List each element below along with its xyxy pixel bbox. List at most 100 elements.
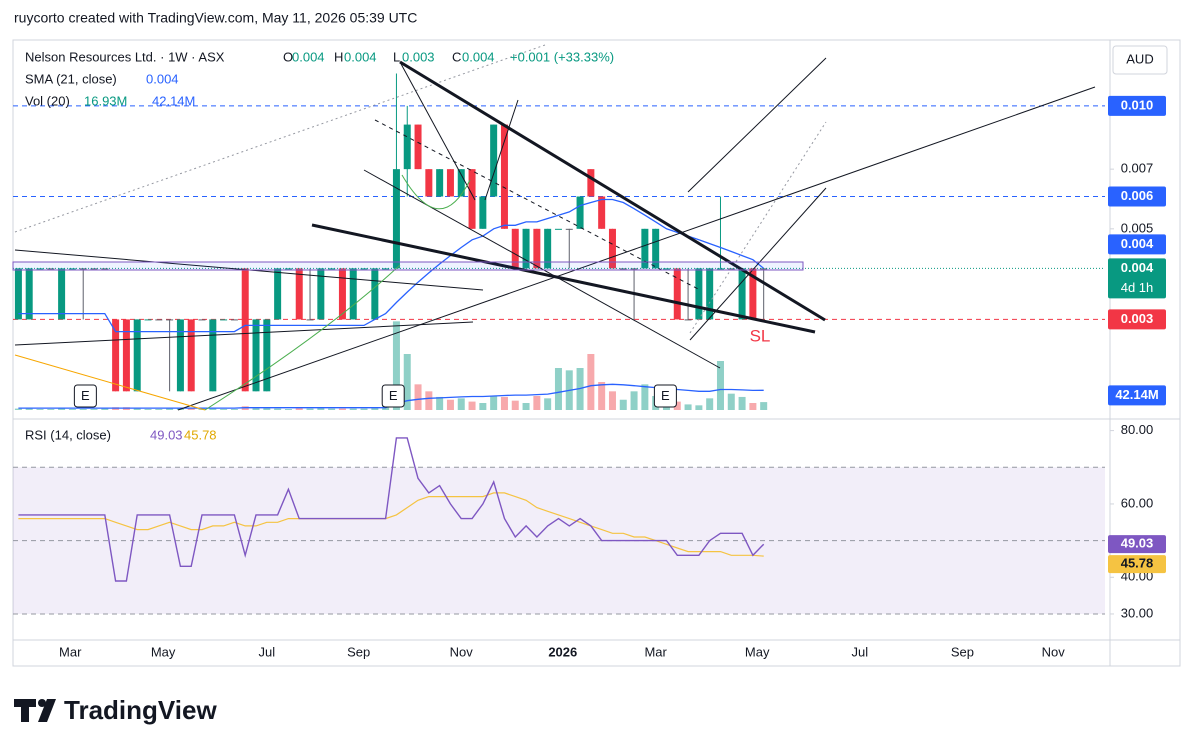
volume-bar (760, 402, 768, 410)
trendline (689, 187, 827, 341)
volume-bar (263, 408, 271, 410)
ohlc-value: 0.003 (402, 49, 435, 64)
drawings (12, 44, 1096, 411)
candle-body (338, 268, 346, 320)
candle-body (468, 169, 476, 229)
volume-bar (328, 408, 336, 410)
volume-bar (446, 399, 454, 410)
volume-bar (425, 391, 433, 410)
candle-body (414, 124, 422, 170)
trendline (399, 61, 476, 201)
rsi-ma-line (18, 492, 764, 557)
candle-body (284, 268, 292, 270)
candle-body (706, 268, 714, 320)
volume-bar (306, 408, 314, 410)
volume-bar (187, 407, 195, 410)
candle-body (500, 124, 508, 229)
trendline (14, 321, 474, 346)
rsi-legend: RSI (14, close) (25, 427, 111, 442)
candle-body (533, 228, 541, 269)
volume-bar (284, 409, 292, 410)
brand: TradingView (64, 695, 217, 725)
countdown: 4d 1h (1121, 280, 1154, 295)
volume-bar (25, 408, 33, 410)
candle-body (446, 169, 454, 197)
candle-body (457, 169, 465, 197)
ohlc-label: H (334, 49, 343, 64)
volume-bar (641, 384, 649, 410)
ohlc-label: C (452, 49, 461, 64)
candle-body (79, 268, 87, 270)
candle-body (295, 268, 303, 320)
volume-ma-label-box (1108, 385, 1166, 406)
candle-body (403, 124, 411, 170)
volume-bar (619, 399, 627, 410)
x-tick-label: May (745, 644, 770, 659)
volume-bar (673, 401, 681, 410)
volume-bar (598, 382, 606, 410)
event-label: E (81, 388, 90, 403)
trendline (177, 86, 1096, 411)
candle-body (695, 268, 703, 320)
volume-bar (533, 396, 541, 410)
candle-body (587, 169, 595, 197)
candle-body (652, 228, 660, 269)
candle-body (608, 228, 616, 269)
candle-body (306, 319, 314, 321)
rsi-ma-value: 45.78 (184, 427, 217, 442)
event-box (653, 384, 677, 408)
candle-body (198, 319, 206, 321)
candle-body (68, 268, 76, 270)
level-label-box (1108, 95, 1166, 116)
volume-bar (317, 407, 325, 410)
volume-bar (133, 408, 141, 410)
volume-bar (706, 398, 714, 410)
candle-body (619, 268, 627, 270)
volume-bar (295, 408, 303, 410)
rsi-value: 49.03 (150, 427, 183, 442)
volume-bar (500, 396, 508, 410)
volume-bar (79, 409, 87, 410)
event-box (381, 384, 405, 408)
volume-bar (144, 409, 152, 410)
candle-body (576, 196, 584, 229)
logo-mark (14, 699, 36, 722)
volume-bar (457, 398, 465, 410)
candle-body (58, 268, 66, 320)
event-label: E (389, 388, 398, 403)
candle-body (371, 268, 379, 320)
volume-bar (14, 408, 22, 410)
trendline (689, 121, 827, 334)
volume-bar (522, 403, 530, 410)
volume-bar (101, 408, 109, 410)
x-tick-label: 2026 (548, 644, 577, 659)
ohlc-value: 0.004 (292, 49, 325, 64)
rsi-tick-label: 80.00 (1121, 422, 1154, 437)
credit: ruycorto created with TradingView.com, M… (14, 10, 417, 26)
candle-body (47, 268, 55, 270)
volume-ma-label: 42.14M (1115, 387, 1158, 402)
rsi-ma-label: 45.78 (1121, 556, 1154, 571)
volume-bar (36, 409, 44, 410)
candle-body (263, 319, 271, 392)
trendline (484, 99, 519, 201)
candle-body (14, 268, 22, 320)
marks (13, 73, 1105, 615)
volume-bar (209, 408, 217, 410)
volume-bar (468, 401, 476, 410)
volume-bar (360, 408, 368, 410)
rsi-tick-label: 30.00 (1121, 605, 1154, 620)
x-tick-label: Mar (644, 644, 667, 659)
volume-bar (727, 393, 735, 410)
curve (401, 174, 471, 210)
volume-value: 16.93M (84, 93, 127, 108)
candle-body (144, 319, 152, 321)
labels: 0.007 0.005 0.010 0.006 0.003 E E E SL 0.004 0.004… (59, 95, 1166, 659)
volume-bar (349, 408, 357, 410)
candle-body (112, 319, 120, 392)
x-tick-label: Jul (852, 644, 869, 659)
trendline (363, 169, 721, 369)
volume-ma-value: 42.14M (152, 93, 195, 108)
candle-body (598, 196, 606, 229)
change: +0.001 (+33.33%) (510, 49, 614, 64)
